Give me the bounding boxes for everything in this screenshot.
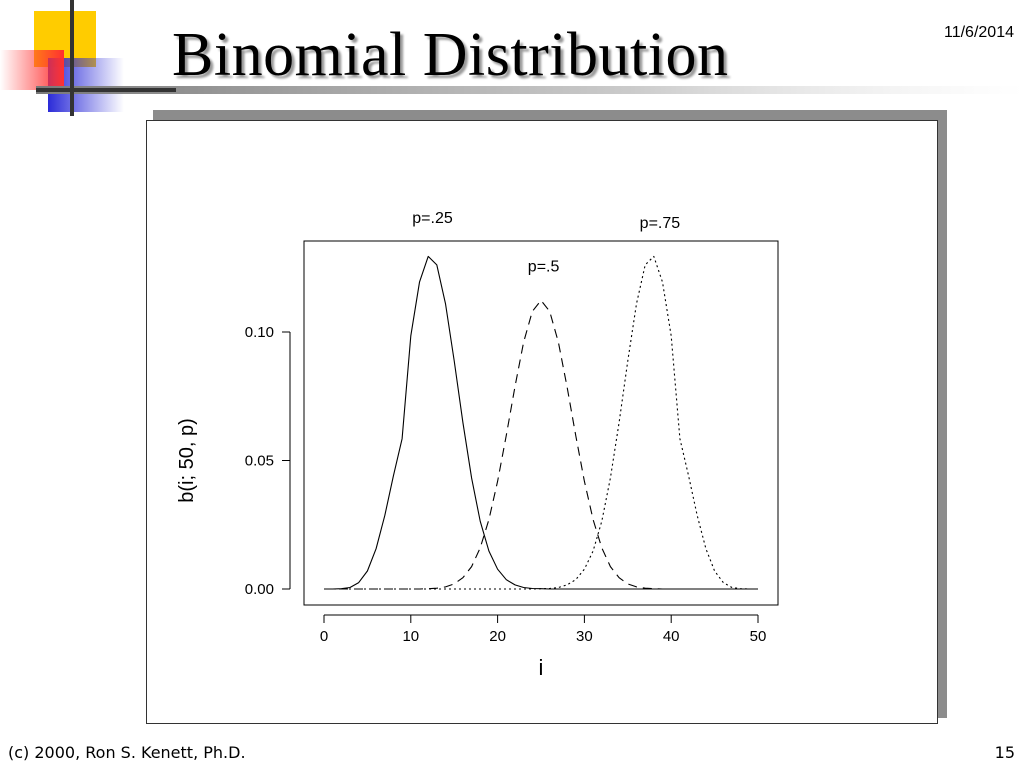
y-tick-label: 0.00	[245, 581, 274, 598]
binomial-chart: 0 10 20 30 40 50 0.00 0.05 0.10 i b(i; 50, p) p=.25…	[176, 210, 779, 680]
series-line-p5	[324, 299, 758, 590]
series-layer	[324, 255, 758, 590]
x-tick-label: 20	[489, 628, 506, 645]
chart-frame	[146, 120, 938, 724]
title-rule-dark	[36, 88, 176, 92]
y-tick-label: 0.05	[245, 453, 274, 470]
slide-date: 11/6/2014	[944, 24, 1014, 41]
plot-box	[303, 240, 779, 606]
axes-layer	[282, 240, 779, 623]
series-line-p25	[324, 255, 758, 590]
series-line-p75	[324, 255, 758, 590]
page-number: 15	[994, 743, 1015, 762]
label-layer: 0 10 20 30 40 50 0.00 0.05 0.10 i b(i; 50, p) p=.25…	[176, 210, 766, 680]
x-tick-label: 40	[663, 628, 680, 645]
x-tick-label: 0	[320, 628, 328, 645]
slide-title: Binomial Distribution	[172, 21, 729, 89]
curve-label: p=.75	[640, 215, 681, 232]
red-square	[0, 50, 64, 90]
x-tick-label: 50	[750, 628, 767, 645]
y-axis-label: b(i; 50, p)	[176, 418, 198, 502]
title-rule-vertical	[70, 0, 74, 116]
x-axis-label: i	[539, 655, 544, 680]
curve-label: p=.25	[412, 210, 453, 227]
footer-credit: (c) 2000, Ron S. Kenett, Ph.D.	[8, 743, 246, 762]
title-rule	[36, 86, 1024, 94]
y-tick-label: 0.10	[245, 324, 274, 341]
x-tick-label: 10	[402, 628, 419, 645]
x-tick-label: 30	[576, 628, 593, 645]
curve-label: p=.5	[528, 259, 560, 276]
